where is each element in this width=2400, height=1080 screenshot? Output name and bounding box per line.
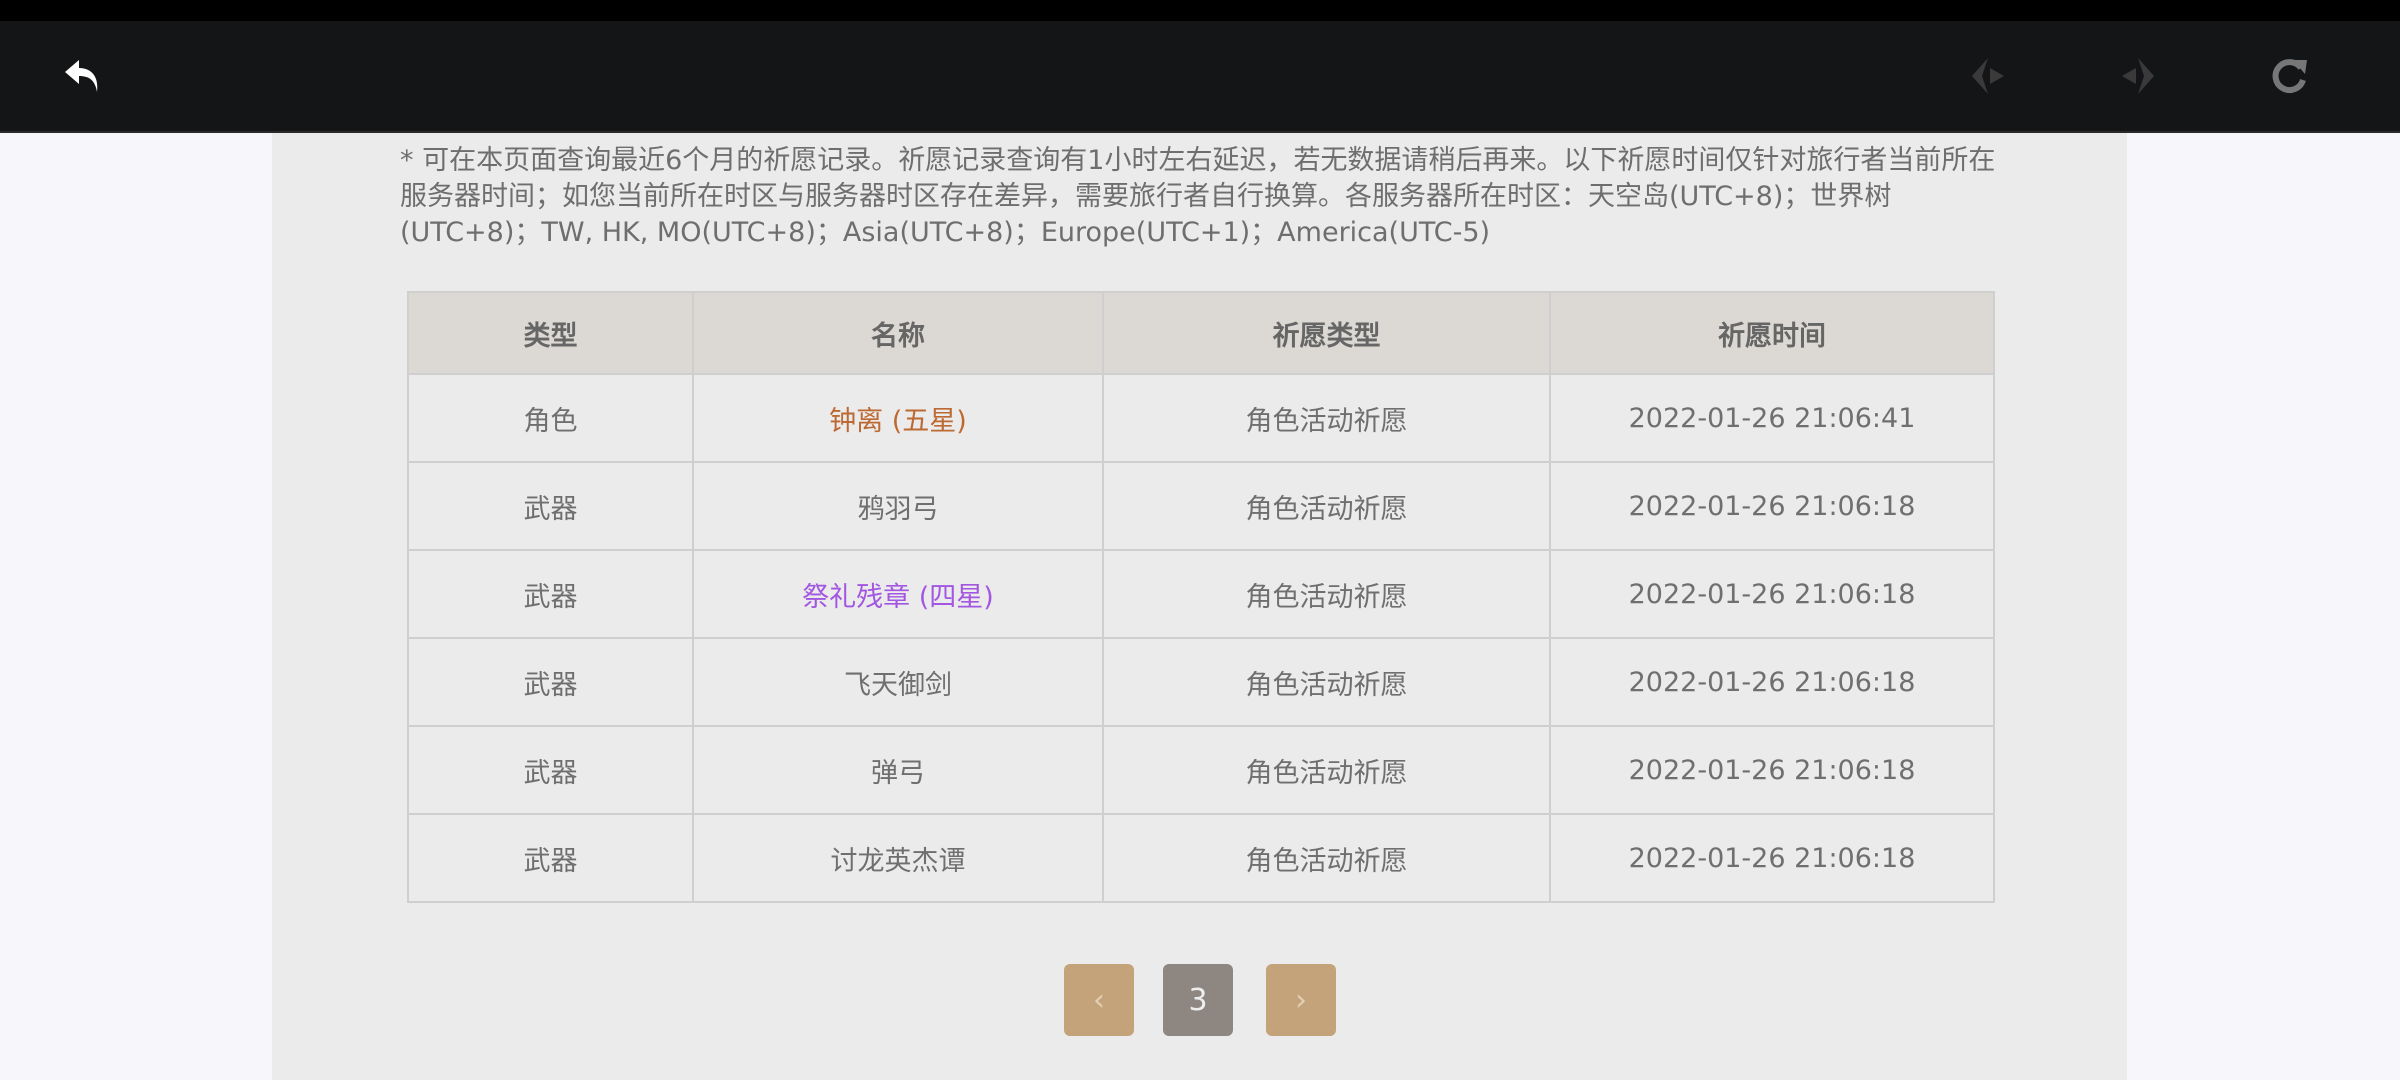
cell-name: 飞天御剑 bbox=[692, 637, 1104, 727]
table-row: 武器 弹弓 角色活动祈愿 2022-01-26 21:06:18 bbox=[407, 725, 1995, 815]
table-row: 角色 钟离 (五星) 角色活动祈愿 2022-01-26 21:06:41 bbox=[407, 373, 1995, 463]
chevron-left-icon: ‹ bbox=[1093, 982, 1105, 1018]
current-page: 3 bbox=[1163, 964, 1233, 1036]
cell-type: 武器 bbox=[407, 549, 694, 639]
table-row: 武器 飞天御剑 角色活动祈愿 2022-01-26 21:06:18 bbox=[407, 637, 1995, 727]
header-wish-time: 祈愿时间 bbox=[1549, 291, 1995, 375]
cell-name: 弹弓 bbox=[692, 725, 1104, 815]
wish-history-table: 类型 名称 祈愿类型 祈愿时间 角色 钟离 (五星) 角色活动祈愿 2022-01-2… bbox=[407, 291, 1995, 903]
chevron-right-icon: › bbox=[1295, 982, 1307, 1018]
wish-history-panel: * 可在本页面查询最近6个月的祈愿记录。祈愿记录查询有1小时左右延迟，若无数据请… bbox=[272, 133, 2127, 1080]
notice-text: * 可在本页面查询最近6个月的祈愿记录。祈愿记录查询有1小时左右延迟，若无数据请… bbox=[400, 145, 1996, 248]
cell-name: 钟离 (五星) bbox=[692, 373, 1104, 463]
toolbar bbox=[0, 21, 2400, 133]
cell-type: 武器 bbox=[407, 637, 694, 727]
cell-wish-type: 角色活动祈愿 bbox=[1102, 373, 1551, 463]
cell-wish-type: 角色活动祈愿 bbox=[1102, 549, 1551, 639]
cell-type: 武器 bbox=[407, 725, 694, 815]
cell-wish-time: 2022-01-26 21:06:18 bbox=[1549, 813, 1995, 903]
current-page-number: 3 bbox=[1188, 982, 1208, 1018]
cell-wish-time: 2022-01-26 21:06:41 bbox=[1549, 373, 1995, 463]
cell-wish-type: 角色活动祈愿 bbox=[1102, 461, 1551, 551]
table-row: 武器 祭礼残章 (四星) 角色活动祈愿 2022-01-26 21:06:18 bbox=[407, 549, 1995, 639]
cell-wish-time: 2022-01-26 21:06:18 bbox=[1549, 461, 1995, 551]
cell-name: 鸦羽弓 bbox=[692, 461, 1104, 551]
prev-page-button[interactable]: ‹ bbox=[1064, 964, 1134, 1036]
header-name: 名称 bbox=[692, 291, 1104, 375]
table-row: 武器 鸦羽弓 角色活动祈愿 2022-01-26 21:06:18 bbox=[407, 461, 1995, 551]
cell-wish-type: 角色活动祈愿 bbox=[1102, 637, 1551, 727]
cell-wish-type: 角色活动祈愿 bbox=[1102, 813, 1551, 903]
cell-wish-time: 2022-01-26 21:06:18 bbox=[1549, 549, 1995, 639]
cell-name: 讨龙英杰谭 bbox=[692, 813, 1104, 903]
next-diamond-icon[interactable] bbox=[2113, 51, 2163, 101]
prev-diamond-icon[interactable] bbox=[1963, 51, 2013, 101]
table-row: 武器 讨龙英杰谭 角色活动祈愿 2022-01-26 21:06:18 bbox=[407, 813, 1995, 903]
cell-type: 角色 bbox=[407, 373, 694, 463]
cell-type: 武器 bbox=[407, 461, 694, 551]
cell-wish-time: 2022-01-26 21:06:18 bbox=[1549, 725, 1995, 815]
status-bar bbox=[0, 0, 2400, 21]
table-header-row: 类型 名称 祈愿类型 祈愿时间 bbox=[407, 291, 1995, 375]
next-page-button[interactable]: › bbox=[1266, 964, 1336, 1036]
back-arrow-icon[interactable] bbox=[58, 51, 108, 101]
header-type: 类型 bbox=[407, 291, 694, 375]
cell-wish-type: 角色活动祈愿 bbox=[1102, 725, 1551, 815]
cell-wish-time: 2022-01-26 21:06:18 bbox=[1549, 637, 1995, 727]
cell-name: 祭礼残章 (四星) bbox=[692, 549, 1104, 639]
refresh-icon[interactable] bbox=[2264, 51, 2314, 101]
cell-type: 武器 bbox=[407, 813, 694, 903]
header-wish-type: 祈愿类型 bbox=[1102, 291, 1551, 375]
